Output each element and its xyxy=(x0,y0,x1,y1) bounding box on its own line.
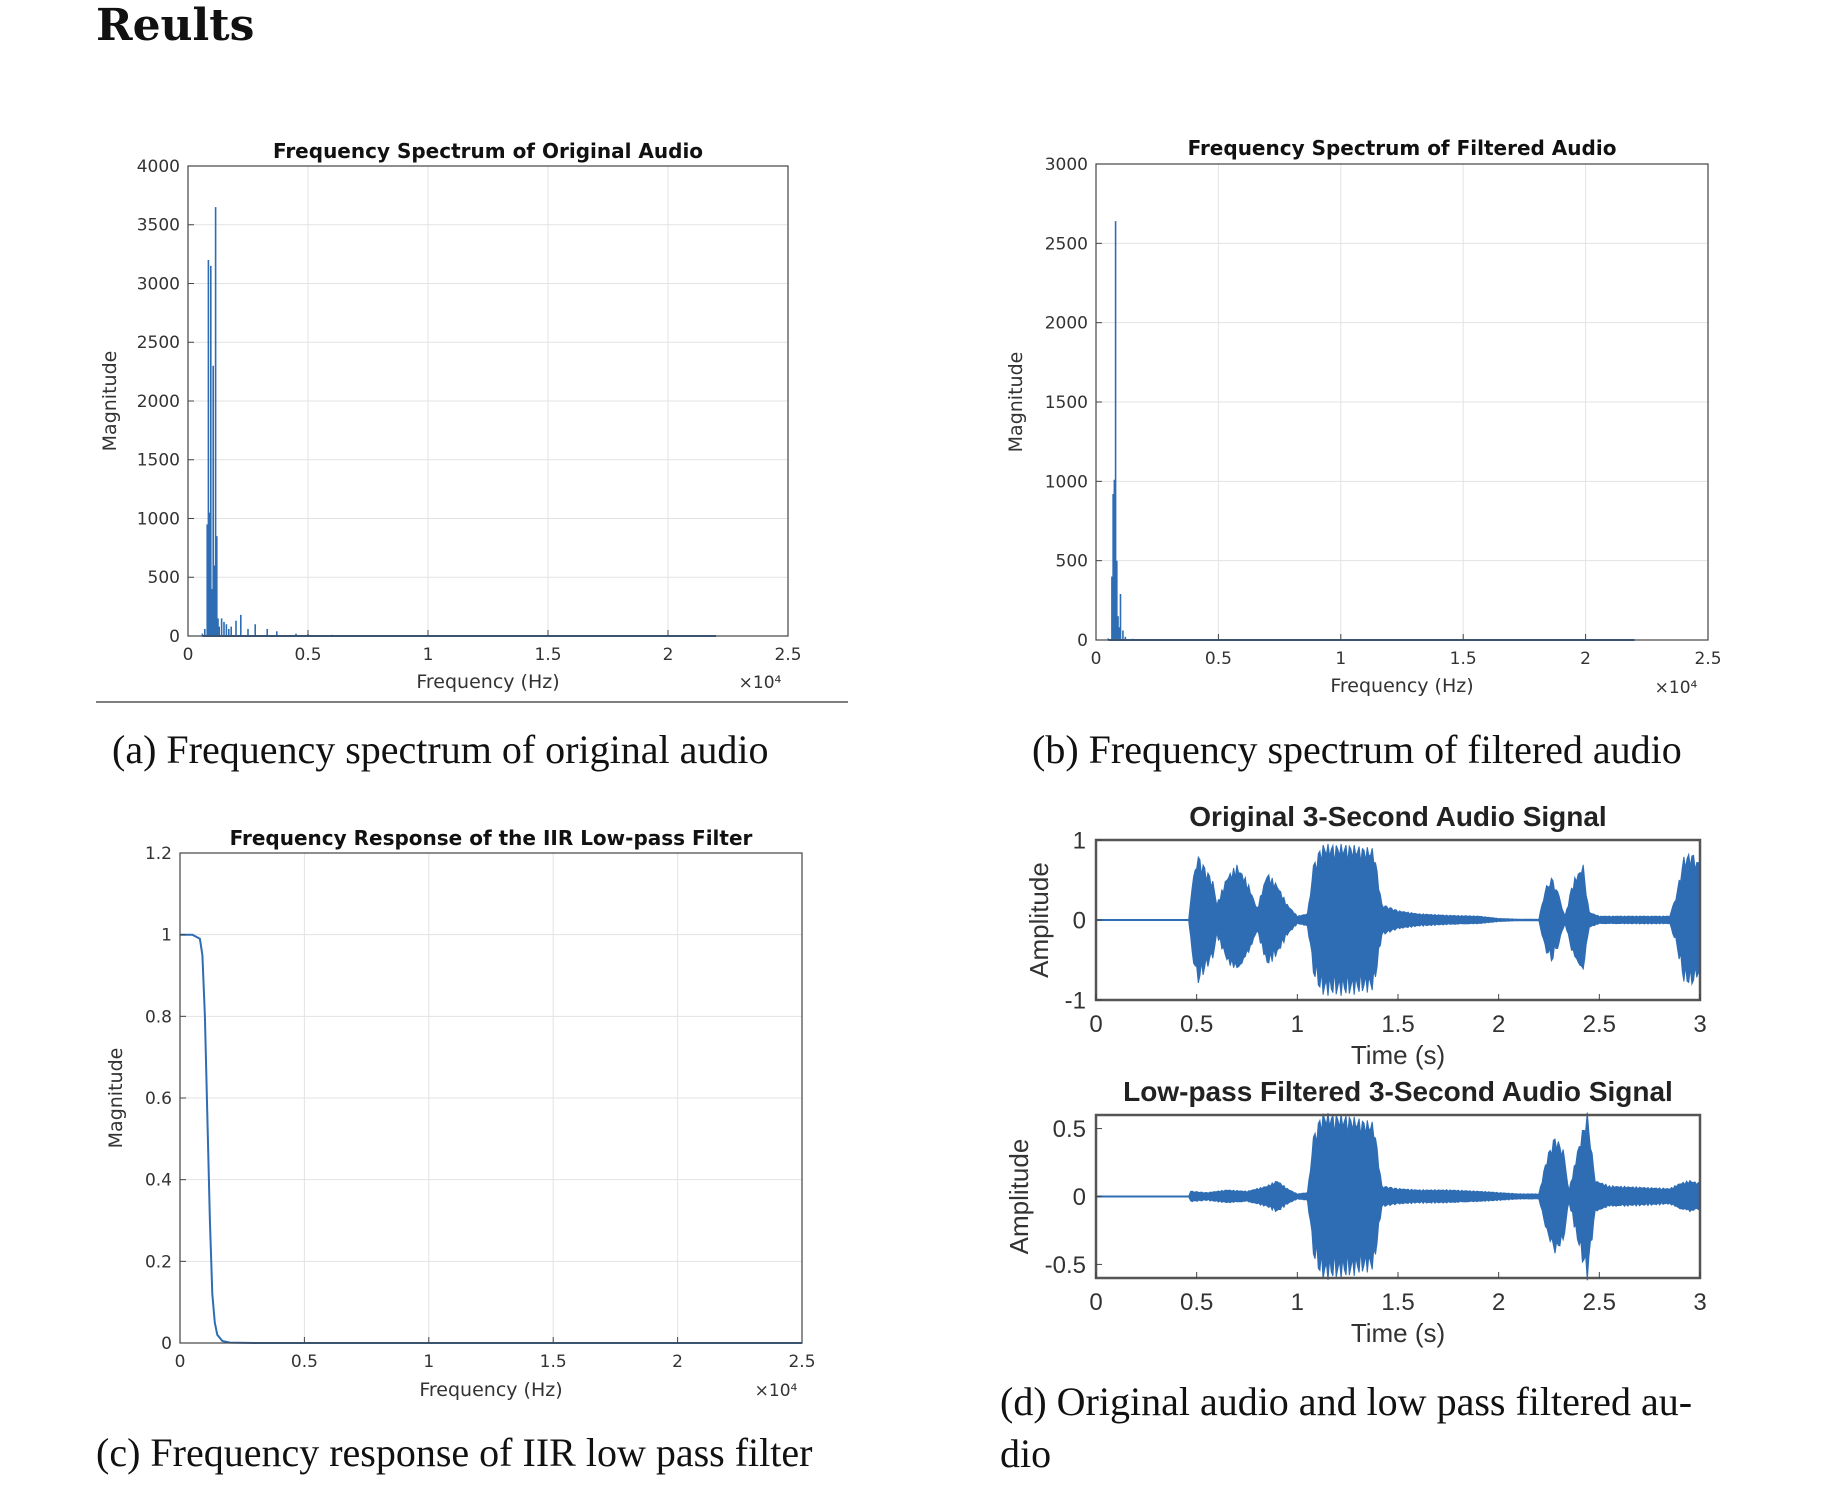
x-multiplier: ×10⁴ xyxy=(1655,678,1698,698)
y-tick-label: 0 xyxy=(161,1334,172,1354)
y-tick-label: 0.6 xyxy=(145,1089,172,1109)
y-tick-label: 0.2 xyxy=(145,1252,172,1272)
chart-title: Frequency Spectrum of Original Audio xyxy=(273,139,703,163)
y-tick-label: 1 xyxy=(161,926,172,946)
x-tick-label: 2 xyxy=(663,645,674,665)
x-tick-label: 1 xyxy=(1291,1011,1304,1038)
chart-title: Frequency Spectrum of Filtered Audio xyxy=(1188,136,1617,160)
x-tick-label: 1.5 xyxy=(1381,1011,1414,1038)
y-tick-label: 3000 xyxy=(137,274,180,294)
y-tick-label: 4000 xyxy=(137,157,180,177)
chart-title: Frequency Response of the IIR Low-pass F… xyxy=(230,826,753,850)
y-tick-label: 1000 xyxy=(137,509,180,529)
x-tick-label: 0.5 xyxy=(291,1352,318,1372)
y-axis-label: Amplitude xyxy=(1024,862,1054,978)
y-tick-label: 2000 xyxy=(137,392,180,412)
y-tick-label: 500 xyxy=(1056,552,1088,572)
x-tick-label: 0 xyxy=(1089,1289,1102,1316)
y-tick-label: -1 xyxy=(1065,987,1086,1014)
x-tick-label: 1.5 xyxy=(1381,1289,1414,1316)
x-axis-label: Time (s) xyxy=(1351,1318,1445,1348)
y-axis-label: Amplitude xyxy=(1004,1139,1034,1255)
y-tick-label: 0.4 xyxy=(145,1171,172,1191)
y-axis-label: Magnitude xyxy=(105,1048,127,1149)
chart-title: Low-pass Filtered 3-Second Audio Signal xyxy=(1123,1076,1673,1107)
x-axis-label: Time (s) xyxy=(1351,1040,1445,1070)
y-tick-label: 1000 xyxy=(1045,472,1088,492)
x-tick-label: 3 xyxy=(1693,1289,1706,1316)
x-axis-label: Frequency (Hz) xyxy=(419,1379,562,1401)
y-tick-label: 500 xyxy=(148,568,180,588)
x-tick-label: 2.5 xyxy=(788,1352,815,1372)
x-tick-label: 1 xyxy=(1335,649,1346,669)
x-tick-label: 1.5 xyxy=(534,645,561,665)
y-tick-label: 1 xyxy=(1073,827,1086,854)
caption-b: (b) Frequency spectrum of filtered audio xyxy=(1032,727,1682,772)
x-tick-label: 0 xyxy=(175,1352,186,1372)
x-tick-label: 2 xyxy=(1580,649,1591,669)
y-tick-label: 1500 xyxy=(1045,393,1088,413)
y-tick-label: 3000 xyxy=(1045,155,1088,175)
y-axis-label: Magnitude xyxy=(99,351,121,452)
x-tick-label: 0 xyxy=(1089,1011,1102,1038)
caption-d-line1: (d) Original audio and low pass filtered… xyxy=(1000,1379,1693,1424)
chart-c: 0 0.5 1 1.5 2 2.5 0 0.2 0.4 0.6 0.8 1 1.2 Frequency R… xyxy=(105,826,816,1401)
caption-d-line2: dio xyxy=(1000,1431,1052,1476)
y-tick-label: 3500 xyxy=(137,216,180,236)
y-tick-label: 2000 xyxy=(1045,314,1088,334)
chart-b: 0 0.5 1 1.5 2 2.5 0 500 1000 1500 2000 2500 3000 Freq… xyxy=(1005,136,1722,698)
x-tick-label: 2.5 xyxy=(1583,1289,1616,1316)
x-multiplier: ×10⁴ xyxy=(755,1381,798,1401)
x-tick-label: 1 xyxy=(423,645,434,665)
chart-a: 0 0.5 1 1.5 2 2.5 0 500 1000 1500 2000 2500 3000 3500… xyxy=(99,139,802,693)
x-tick-label: 0.5 xyxy=(294,645,321,665)
y-tick-label: 0 xyxy=(1077,631,1088,651)
x-tick-label: 2 xyxy=(1492,1289,1505,1316)
y-tick-label: 0 xyxy=(169,627,180,647)
x-tick-label: 1 xyxy=(1291,1289,1304,1316)
caption-c: (c) Frequency response of IIR low pass f… xyxy=(96,1430,813,1475)
x-tick-label: 2.5 xyxy=(1583,1011,1616,1038)
y-tick-label: 0 xyxy=(1073,1184,1086,1211)
y-tick-label: 0.8 xyxy=(145,1007,172,1027)
x-tick-label: 0 xyxy=(1091,649,1102,669)
x-tick-label: 0.5 xyxy=(1180,1011,1213,1038)
x-tick-label: 1.5 xyxy=(1450,649,1477,669)
x-multiplier: ×10⁴ xyxy=(739,673,782,693)
section-heading: Reults xyxy=(96,0,255,51)
y-tick-label: 1500 xyxy=(137,451,180,471)
x-tick-label: 2 xyxy=(1492,1011,1505,1038)
x-tick-label: 2.5 xyxy=(1694,649,1721,669)
x-tick-label: 1.5 xyxy=(540,1352,567,1372)
caption-a: (a) Frequency spectrum of original audio xyxy=(112,727,769,772)
y-axis-label: Magnitude xyxy=(1005,352,1027,453)
y-tick-label: 2500 xyxy=(1045,234,1088,254)
x-tick-label: 1 xyxy=(423,1352,434,1372)
x-tick-label: 0.5 xyxy=(1205,649,1232,669)
y-tick-label: 1.2 xyxy=(145,844,172,864)
y-tick-label: 0 xyxy=(1073,907,1086,934)
x-tick-label: 0 xyxy=(183,645,194,665)
chart-title: Original 3-Second Audio Signal xyxy=(1189,801,1606,832)
x-tick-label: 2.5 xyxy=(774,645,801,665)
x-tick-label: 0.5 xyxy=(1180,1289,1213,1316)
y-tick-label: 2500 xyxy=(137,333,180,353)
series-line xyxy=(180,933,802,1344)
x-tick-label: 2 xyxy=(672,1352,683,1372)
x-axis-label: Frequency (Hz) xyxy=(416,671,559,693)
y-tick-label: -0.5 xyxy=(1045,1252,1086,1279)
y-tick-label: 0.5 xyxy=(1053,1116,1086,1143)
x-axis-label: Frequency (Hz) xyxy=(1330,675,1473,697)
x-tick-label: 3 xyxy=(1693,1011,1706,1038)
